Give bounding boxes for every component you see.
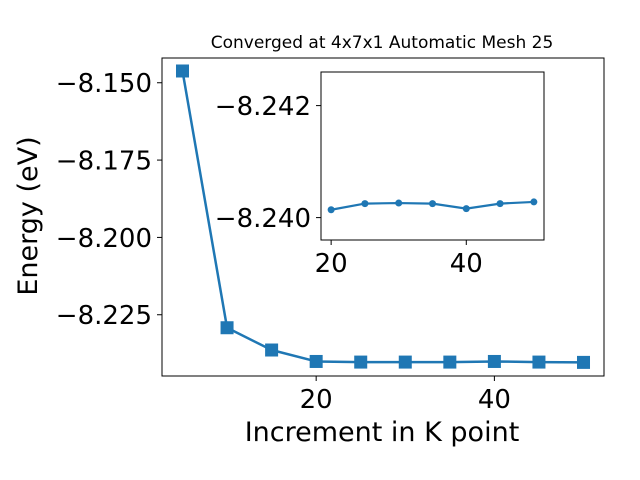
inset-x-tick-label: 40: [450, 249, 483, 279]
inset-data-point: [496, 200, 504, 208]
main-data-point: [577, 355, 591, 369]
main-data-point: [398, 355, 412, 369]
main-x-tick-label: 20: [300, 385, 333, 415]
main-data-point: [487, 354, 501, 368]
main-data-point: [354, 355, 368, 369]
main-x-tick-label: 40: [478, 385, 511, 415]
main-data-point: [532, 355, 546, 369]
inset-data-point: [327, 206, 335, 214]
main-y-tick-label: −8.200: [56, 224, 152, 254]
x-axis-label: Increment in K point: [245, 417, 520, 448]
inset-y-tick-label: −8.240: [215, 204, 311, 234]
main-data-point: [175, 64, 189, 78]
main-series-line: [181, 70, 584, 364]
inset-data-point: [429, 200, 436, 208]
main-y-tick-label: −8.175: [56, 146, 152, 176]
main-y-tick-label: −8.150: [56, 69, 152, 99]
main-data-point: [443, 355, 457, 369]
chart-title: Converged at 4x7x1 Automatic Mesh 25: [211, 33, 554, 53]
inset-data-point: [361, 200, 369, 208]
main-y-tick-label: −8.225: [56, 301, 152, 331]
inset-y-tick-label: −8.242: [215, 92, 311, 122]
main-data-point: [265, 343, 279, 357]
inset-background: [321, 72, 544, 240]
inset-data-point: [530, 198, 538, 206]
main-plot-area: 20 40 −8.150 −8.175 −8.200 −8.225: [56, 57, 605, 415]
inset-plot-area: 20 40 −8.242 −8.240: [215, 71, 545, 279]
inset-data-point: [395, 199, 403, 207]
main-data-point: [309, 354, 323, 368]
inset-x-tick-label: 20: [315, 249, 348, 279]
y-axis-label: Energy (eV): [13, 136, 44, 295]
main-axes-frame: [161, 57, 605, 377]
inset-data-point: [462, 205, 470, 213]
main-data-point: [220, 321, 234, 335]
inset-axes-frame: [320, 71, 545, 241]
